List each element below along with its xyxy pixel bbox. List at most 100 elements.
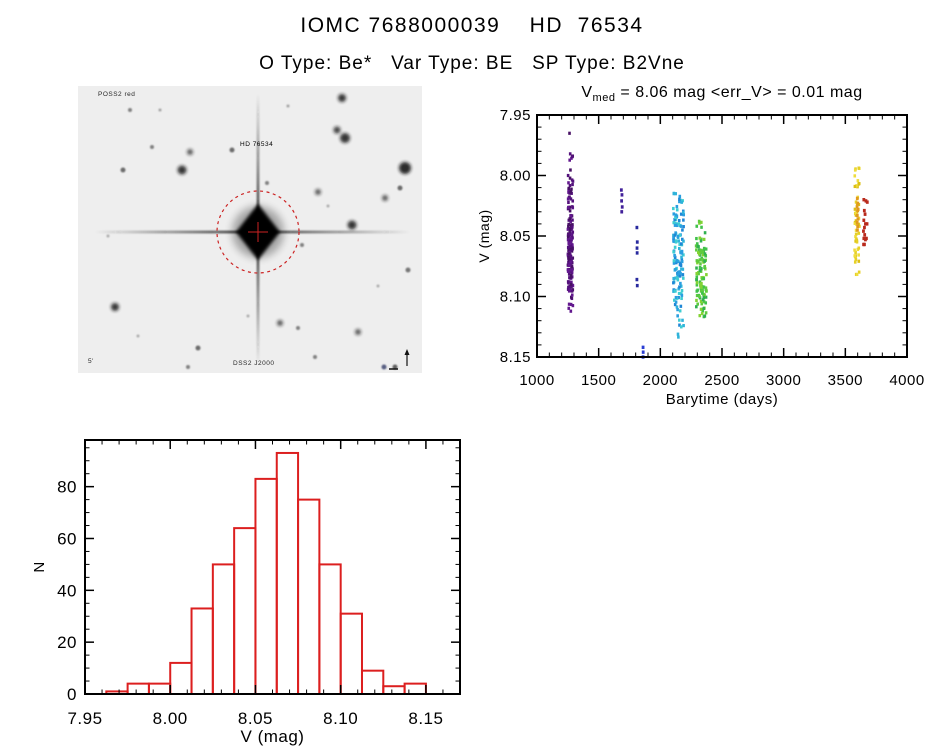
field-star	[326, 204, 330, 208]
data-point	[680, 296, 683, 301]
object-types-subtitle: O Type: Be* Var Type: BE SP Type: B2Vne	[259, 53, 685, 74]
data-point	[695, 283, 699, 287]
data-point	[675, 204, 679, 209]
field-star	[355, 329, 361, 335]
data-point	[854, 211, 858, 215]
data-point	[677, 218, 681, 223]
data-point	[566, 268, 570, 272]
data-point	[566, 197, 570, 201]
histogram-bar	[403, 682, 427, 696]
data-point	[698, 280, 702, 284]
data-point	[679, 325, 683, 329]
data-point	[568, 227, 572, 232]
data-point	[701, 298, 705, 302]
survey-label: POSS2 red	[98, 91, 135, 98]
data-point	[568, 176, 572, 180]
field-star	[347, 220, 357, 230]
data-point	[701, 309, 705, 313]
data-point	[673, 245, 677, 249]
data-point	[702, 237, 706, 242]
magnitude-histogram-plot: 7.95 8.00 8.05 8.10 8.15 0 20 40 60 80 V (mag) N	[31, 439, 461, 746]
data-point	[864, 222, 867, 226]
data-point	[705, 273, 708, 277]
field-star	[150, 145, 154, 149]
data-point	[672, 259, 676, 263]
data-point	[620, 199, 624, 203]
data-point	[569, 295, 573, 299]
data-point	[570, 285, 573, 289]
data-point	[680, 249, 684, 253]
field-star	[111, 303, 119, 311]
data-point	[702, 246, 706, 251]
data-point	[674, 276, 677, 280]
data-point	[676, 332, 680, 336]
data-point	[635, 246, 639, 250]
data-point	[862, 198, 866, 202]
y-tick-label: 40	[57, 581, 77, 600]
data-point	[682, 239, 685, 243]
data-point	[679, 304, 683, 308]
data-point	[675, 259, 678, 263]
y-axis-title: N	[31, 561, 48, 572]
data-point	[678, 242, 681, 246]
data-point	[700, 311, 704, 316]
field-star	[397, 185, 403, 191]
data-point	[571, 218, 574, 222]
histogram-bar	[318, 563, 342, 695]
data-point	[676, 234, 680, 238]
data-point	[570, 265, 574, 269]
data-point	[675, 276, 679, 280]
data-point	[699, 299, 703, 304]
target-circle-marker	[216, 190, 300, 274]
data-point	[679, 271, 682, 275]
data-point	[675, 305, 679, 309]
data-point	[704, 301, 708, 305]
data-point	[696, 288, 699, 292]
data-point	[674, 215, 677, 220]
histogram-bar	[147, 682, 172, 696]
data-point	[566, 287, 570, 291]
data-point	[695, 293, 699, 298]
data-point	[701, 291, 704, 295]
data-point	[695, 259, 699, 263]
y-tick-label: 8.15	[500, 349, 531, 366]
histogram-bar	[233, 527, 257, 695]
data-point	[865, 222, 869, 226]
field-star	[340, 133, 350, 143]
data-point	[857, 222, 860, 226]
data-point	[568, 183, 572, 188]
data-point	[678, 233, 682, 237]
data-point	[680, 288, 684, 293]
field-star	[333, 126, 341, 134]
data-point	[569, 190, 573, 194]
lightcurve-scatter-plot: Vmed = 8.06 mag <err_V> = 0.01 mag 1000 15…	[476, 84, 924, 408]
data-point	[676, 314, 679, 318]
data-point	[702, 296, 706, 300]
data-point	[679, 212, 683, 216]
data-point	[698, 265, 702, 270]
data-point	[682, 213, 686, 217]
data-point	[698, 258, 702, 262]
data-point	[569, 219, 572, 223]
data-point	[854, 200, 858, 204]
data-point	[854, 250, 857, 255]
data-point	[701, 250, 705, 254]
data-point	[571, 230, 575, 234]
x-tick-label: 1500	[581, 372, 616, 389]
data-point	[700, 281, 703, 286]
data-point	[695, 242, 699, 246]
data-point	[704, 247, 708, 251]
data-point	[567, 205, 570, 209]
data-point	[695, 275, 699, 279]
data-point	[696, 302, 700, 306]
data-point	[855, 203, 859, 207]
data-point	[672, 289, 675, 293]
x-tick-label: 1000	[519, 372, 554, 389]
north-arrow-icon	[404, 349, 410, 355]
data-point	[674, 213, 678, 217]
data-point	[673, 255, 677, 260]
data-point	[682, 253, 685, 257]
y-tick-label: 7.95	[500, 107, 531, 124]
data-point	[702, 293, 706, 297]
